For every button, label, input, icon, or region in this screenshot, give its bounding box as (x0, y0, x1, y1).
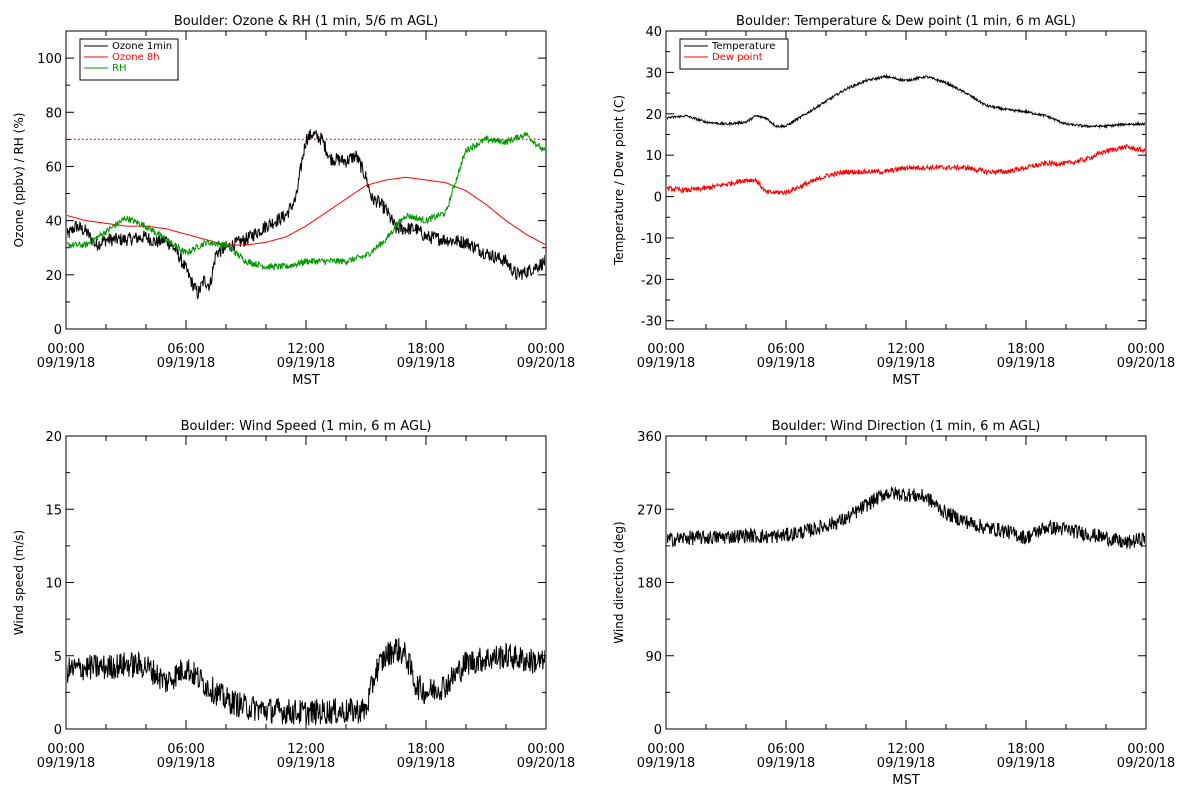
x-tick-time: 12:00 (287, 342, 324, 357)
y-axis-label: Wind direction (deg) (612, 521, 626, 643)
series-line-1 (667, 486, 1145, 549)
y-tick-label: -10 (641, 232, 662, 247)
x-tick-time: 12:00 (287, 742, 324, 757)
x-tick-date: 09/19/18 (157, 356, 215, 371)
x-tick-time: 00:00 (47, 742, 84, 757)
y-tick-label: 15 (45, 503, 62, 518)
chart-title: Boulder: Wind Direction (1 min, 6 m AGL) (772, 419, 1041, 434)
x-tick-date: 09/19/18 (997, 756, 1055, 771)
y-tick-label: 10 (645, 149, 662, 164)
x-tick-date: 09/19/18 (277, 756, 335, 771)
x-tick-date: 09/20/18 (517, 356, 575, 371)
series-line-1 (67, 129, 545, 301)
plot-frame (665, 435, 1147, 730)
chart-title: Boulder: Ozone & RH (1 min, 5/6 m AGL) (174, 14, 438, 29)
x-tick-date: 09/19/18 (757, 756, 815, 771)
x-tick-date: 09/19/18 (877, 356, 935, 371)
legend-entry: Ozone 8h (112, 52, 160, 63)
x-tick-time: 18:00 (407, 742, 444, 757)
x-tick-date: 09/19/18 (157, 756, 215, 771)
x-tick-date: 09/19/18 (877, 756, 935, 771)
series-line-3 (67, 131, 545, 272)
legend-box (679, 38, 789, 70)
x-tick-time: 00:00 (527, 742, 564, 757)
y-tick-label: 30 (645, 66, 662, 81)
x-tick-time: 00:00 (527, 342, 564, 357)
chart-title: Boulder: Temperature & Dew point (1 min,… (736, 14, 1076, 29)
chart-title: Boulder: Wind Speed (1 min, 6 m AGL) (181, 419, 432, 434)
y-tick-label: 0 (54, 723, 62, 738)
x-tick-date: 09/19/18 (757, 356, 815, 371)
chart-1: Boulder: Ozone & RH (1 min, 5/6 m AGL) 0 2… (12, 14, 575, 388)
x-tick-time: 06:00 (167, 342, 204, 357)
y-tick-label: 0 (654, 723, 662, 738)
plot-frame (65, 435, 547, 730)
x-tick-time: 12:00 (887, 342, 924, 357)
series-line-1 (67, 637, 545, 726)
x-tick-date: 09/19/18 (397, 756, 455, 771)
x-tick-time: 06:00 (767, 742, 804, 757)
y-tick-label: 40 (645, 25, 662, 40)
y-tick-label: 20 (645, 108, 662, 123)
x-tick-date: 09/20/18 (1117, 356, 1175, 371)
legend-entry: Ozone 1min (112, 41, 172, 52)
x-tick-time: 00:00 (47, 342, 84, 357)
x-tick-date: 09/19/18 (997, 356, 1055, 371)
y-tick-label: -20 (641, 273, 662, 288)
y-axis-label: Ozone (ppbv) / RH (%) (12, 113, 26, 248)
x-tick-time: 00:00 (1127, 742, 1164, 757)
y-tick-label: 180 (637, 577, 662, 592)
y-tick-label: 10 (45, 577, 62, 592)
y-tick-label: 60 (45, 160, 62, 175)
x-tick-date: 09/19/18 (637, 756, 695, 771)
y-tick-label: 5 (54, 650, 62, 665)
y-axis-label: Temperature / Dew point (C) (612, 95, 626, 266)
chart-3: Boulder: Wind Speed (1 min, 6 m AGL) 0 5 10… (12, 419, 575, 771)
y-tick-label: 100 (37, 52, 62, 67)
x-tick-time: 18:00 (1007, 342, 1044, 357)
y-axis-label: Wind speed (m/s) (12, 530, 26, 635)
x-tick-date: 09/20/18 (517, 756, 575, 771)
x-tick-date: 09/19/18 (637, 356, 695, 371)
x-tick-time: 18:00 (407, 342, 444, 357)
chart-2: Boulder: Temperature & Dew point (1 min,… (612, 14, 1175, 388)
series-line-1 (667, 73, 1145, 130)
y-tick-label: 0 (54, 323, 62, 338)
legend-entry: Temperature (711, 41, 775, 52)
legend-entry: Dew point (712, 52, 763, 63)
x-axis-label: MST (892, 373, 919, 388)
y-tick-label: 0 (654, 191, 662, 206)
x-axis-label: MST (292, 373, 319, 388)
x-tick-date: 09/20/18 (1117, 756, 1175, 771)
y-tick-label: -30 (641, 315, 662, 330)
y-tick-label: 80 (45, 106, 62, 121)
y-tick-label: 270 (637, 503, 662, 518)
chart-4: Boulder: Wind Direction (1 min, 6 m AGL)… (612, 419, 1175, 788)
y-tick-label: 20 (45, 430, 62, 445)
x-tick-time: 06:00 (167, 742, 204, 757)
y-tick-label: 360 (637, 430, 662, 445)
x-tick-date: 09/19/18 (397, 356, 455, 371)
series-line-2 (67, 176, 545, 246)
x-tick-date: 09/19/18 (37, 356, 95, 371)
x-tick-time: 12:00 (887, 742, 924, 757)
y-tick-label: 20 (45, 269, 62, 284)
x-tick-time: 00:00 (1127, 342, 1164, 357)
series-line-2 (667, 143, 1145, 196)
x-tick-time: 06:00 (767, 342, 804, 357)
plot-frame (665, 30, 1147, 330)
x-tick-date: 09/19/18 (277, 356, 335, 371)
x-tick-time: 00:00 (647, 342, 684, 357)
y-tick-label: 90 (645, 650, 662, 665)
x-tick-time: 18:00 (1007, 742, 1044, 757)
x-tick-time: 00:00 (647, 742, 684, 757)
y-tick-label: 40 (45, 215, 62, 230)
x-tick-date: 09/19/18 (37, 756, 95, 771)
legend-entry: RH (112, 63, 126, 74)
x-axis-label: MST (892, 773, 919, 788)
